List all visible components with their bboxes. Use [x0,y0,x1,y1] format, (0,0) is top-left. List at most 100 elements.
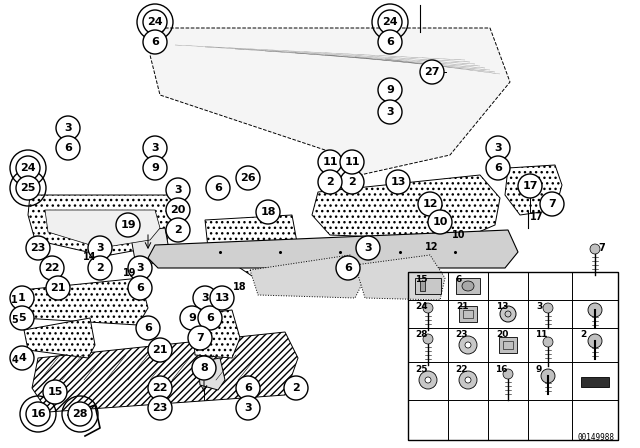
Bar [456,278,480,294]
Circle shape [188,326,212,350]
Text: 2: 2 [326,177,334,187]
Text: 3: 3 [364,243,372,253]
Circle shape [423,303,433,313]
Polygon shape [130,228,170,265]
Circle shape [336,256,360,280]
Circle shape [428,210,452,234]
Text: 24: 24 [20,163,36,173]
Polygon shape [312,175,500,240]
Circle shape [284,376,308,400]
Circle shape [465,342,471,348]
Text: 2: 2 [96,263,104,273]
Text: 27: 27 [424,67,440,77]
Text: 6: 6 [456,275,462,284]
Text: 16: 16 [30,409,46,419]
Text: 25: 25 [415,365,428,374]
Circle shape [500,306,516,322]
Text: 22: 22 [455,365,467,374]
Polygon shape [505,165,562,215]
Circle shape [256,200,280,224]
Circle shape [10,306,34,330]
Text: 3: 3 [136,263,144,273]
Circle shape [143,156,167,180]
Circle shape [26,236,50,260]
Circle shape [378,100,402,124]
Text: 4: 4 [18,353,26,363]
Text: 20: 20 [170,205,186,215]
Circle shape [420,60,444,84]
Text: 6: 6 [386,37,394,47]
Circle shape [56,136,80,160]
Text: 24: 24 [147,17,163,27]
Circle shape [40,256,64,280]
Text: 6: 6 [244,383,252,393]
Circle shape [340,170,364,194]
Polygon shape [250,255,365,298]
Text: 26: 26 [240,173,256,183]
Text: 4: 4 [12,355,18,365]
Circle shape [386,170,410,194]
Text: 6: 6 [344,263,352,273]
Circle shape [148,376,172,400]
Bar [499,337,517,353]
Text: 11: 11 [323,157,338,167]
Text: 15: 15 [415,275,428,284]
Circle shape [543,303,553,313]
Bar [503,341,513,349]
Text: 19: 19 [120,220,136,230]
Circle shape [143,136,167,160]
Circle shape [459,336,477,354]
Circle shape [540,192,564,216]
Bar [415,278,441,294]
Text: 2: 2 [348,177,356,187]
Text: 9: 9 [386,85,394,95]
Circle shape [56,116,80,140]
Polygon shape [32,332,298,412]
Polygon shape [198,358,225,390]
Text: 12: 12 [425,242,439,252]
Circle shape [128,276,152,300]
Text: 3: 3 [201,293,209,303]
Text: 28: 28 [415,330,428,339]
Text: 17: 17 [530,212,543,222]
Circle shape [486,156,510,180]
Text: 24: 24 [415,302,428,311]
Circle shape [318,170,342,194]
Circle shape [588,334,602,348]
Circle shape [192,356,216,380]
Circle shape [128,256,152,280]
Circle shape [590,244,600,254]
Circle shape [378,30,402,54]
Text: 22: 22 [152,383,168,393]
Text: 6: 6 [494,163,502,173]
Text: 6: 6 [206,313,214,323]
Text: 7: 7 [196,333,204,343]
Text: 3: 3 [536,302,542,311]
Text: 23: 23 [152,403,168,413]
Circle shape [378,10,402,34]
Text: 16: 16 [495,365,508,374]
Polygon shape [45,210,160,248]
Polygon shape [205,215,298,280]
Text: 10: 10 [432,217,448,227]
Text: 22: 22 [44,263,60,273]
Text: 00149988: 00149988 [577,433,614,442]
Bar [463,310,473,318]
Circle shape [236,396,260,420]
Text: 21: 21 [51,283,66,293]
Circle shape [68,402,92,426]
Text: 14: 14 [83,252,97,262]
Circle shape [46,276,70,300]
Text: 24: 24 [382,17,398,27]
Text: 9: 9 [188,313,196,323]
Text: 11: 11 [344,157,360,167]
Polygon shape [28,195,175,256]
Circle shape [193,286,217,310]
Circle shape [148,338,172,362]
Text: 17: 17 [522,181,538,191]
Circle shape [418,192,442,216]
Text: 7: 7 [598,243,605,253]
Text: 11: 11 [535,330,547,339]
Ellipse shape [462,281,474,291]
Circle shape [318,150,342,174]
